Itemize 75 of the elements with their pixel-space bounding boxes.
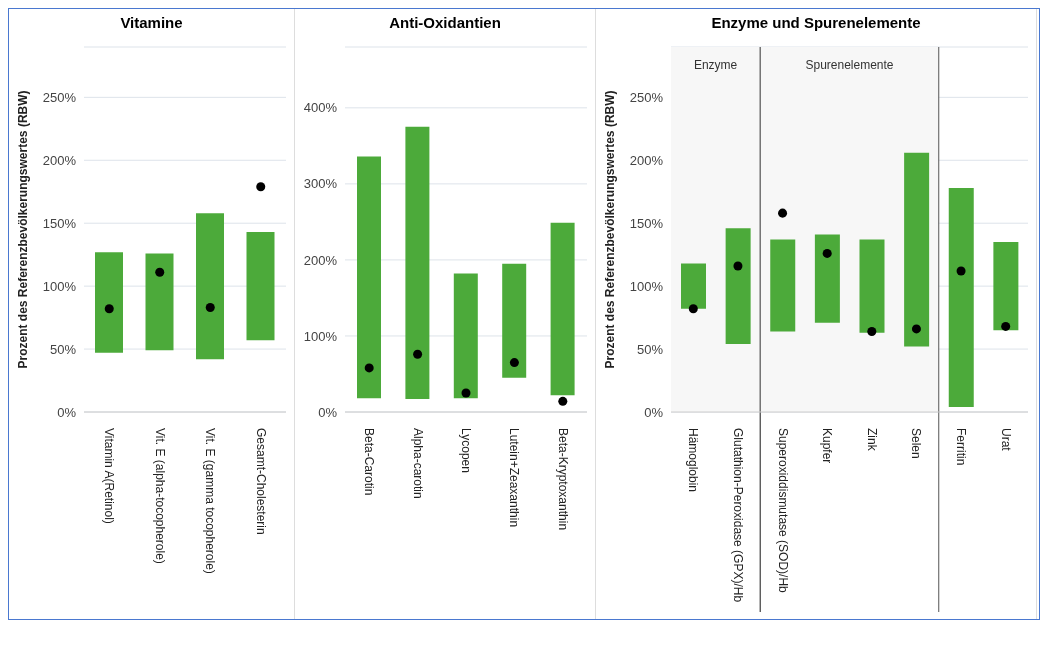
bar <box>859 239 885 333</box>
point <box>911 324 921 334</box>
point <box>956 266 966 276</box>
bar <box>405 126 430 400</box>
x-tick-label: Beta-Kryptoxanthin <box>555 428 570 531</box>
x-tick-label: Vitamin A(Retinol) <box>102 428 117 524</box>
y-axis-title: Prozent des Referenzbevölkerungswertes (RBW) <box>16 90 31 369</box>
bar <box>453 273 478 399</box>
x-tick-label: Ferritin <box>954 428 969 466</box>
y-tick-label: 100% <box>303 328 338 344</box>
x-tick-label: Lycopen <box>459 428 473 473</box>
bar <box>357 156 381 399</box>
chart-title: Enzyme und Spurenelemente <box>711 13 921 33</box>
bar <box>770 239 796 332</box>
point <box>733 261 743 271</box>
point <box>867 326 877 336</box>
point <box>558 396 568 406</box>
y-tick-label: 250% <box>629 89 664 105</box>
bar <box>948 187 974 407</box>
x-tick-label: Beta-Carotin <box>362 428 377 496</box>
bar <box>145 253 174 351</box>
chart-title: Anti-Oxidantien <box>389 13 501 33</box>
x-tick-label: Lutein+Zeaxanthin <box>507 428 522 528</box>
bar <box>95 252 123 353</box>
y-tick-label: 0% <box>57 404 77 420</box>
band-label: Spurenelemente <box>805 58 894 72</box>
bar <box>502 263 527 378</box>
point <box>509 358 519 368</box>
point <box>778 208 788 218</box>
x-tick-label: Selen <box>909 428 924 459</box>
band-label: Enzyme <box>693 58 738 72</box>
bar <box>993 242 1019 331</box>
y-tick-label: 400% <box>303 100 338 116</box>
y-tick-label: 100% <box>42 278 77 294</box>
y-tick-label: 0% <box>318 404 338 420</box>
x-tick-label: Superoxiddismutase (SOD)/Hb <box>775 428 790 594</box>
y-tick-label: 300% <box>303 176 338 192</box>
x-tick-label: Vit. E (gamma tocopherole) <box>203 428 218 574</box>
y-tick-label: 200% <box>629 152 664 168</box>
point <box>461 388 471 398</box>
x-tick-label: Vit. E (alpha-tocopherole) <box>152 428 167 564</box>
bar <box>814 234 840 323</box>
y-tick-label: 200% <box>42 152 77 168</box>
point <box>688 304 698 314</box>
x-tick-label: Alpha-carotin <box>410 428 425 499</box>
x-tick-label: Hämoglobin <box>686 428 701 493</box>
x-tick-label: Kupfer <box>820 428 835 464</box>
x-tick-label: Zink <box>864 428 879 452</box>
bar <box>246 232 275 341</box>
y-tick-label: 150% <box>629 215 664 231</box>
x-tick-label: Glutathion-Peroxidase (GPX)/Hb <box>730 428 745 603</box>
y-tick-label: 100% <box>629 278 664 294</box>
bar <box>681 263 706 309</box>
x-tick-label: Urat <box>998 428 1013 452</box>
y-tick-label: 50% <box>49 341 77 357</box>
point <box>364 363 374 373</box>
y-tick-label: 200% <box>303 252 338 268</box>
x-tick-label: Gesamt-Cholesterin <box>253 428 268 535</box>
y-tick-label: 0% <box>644 404 664 420</box>
point <box>413 349 423 359</box>
point <box>1001 321 1011 331</box>
point <box>205 303 215 313</box>
bar <box>550 222 575 396</box>
bar <box>904 152 930 347</box>
point <box>256 182 266 192</box>
bar <box>196 213 224 360</box>
y-tick-label: 250% <box>42 89 77 105</box>
bar <box>725 228 751 345</box>
point <box>104 304 114 314</box>
point <box>822 248 832 258</box>
y-tick-label: 150% <box>42 215 77 231</box>
chart-title: Vitamine <box>120 13 183 33</box>
point <box>155 267 165 277</box>
y-axis-title: Prozent des Referenzbevölkerungswertes (RBW) <box>603 90 618 369</box>
y-tick-label: 50% <box>636 341 664 357</box>
